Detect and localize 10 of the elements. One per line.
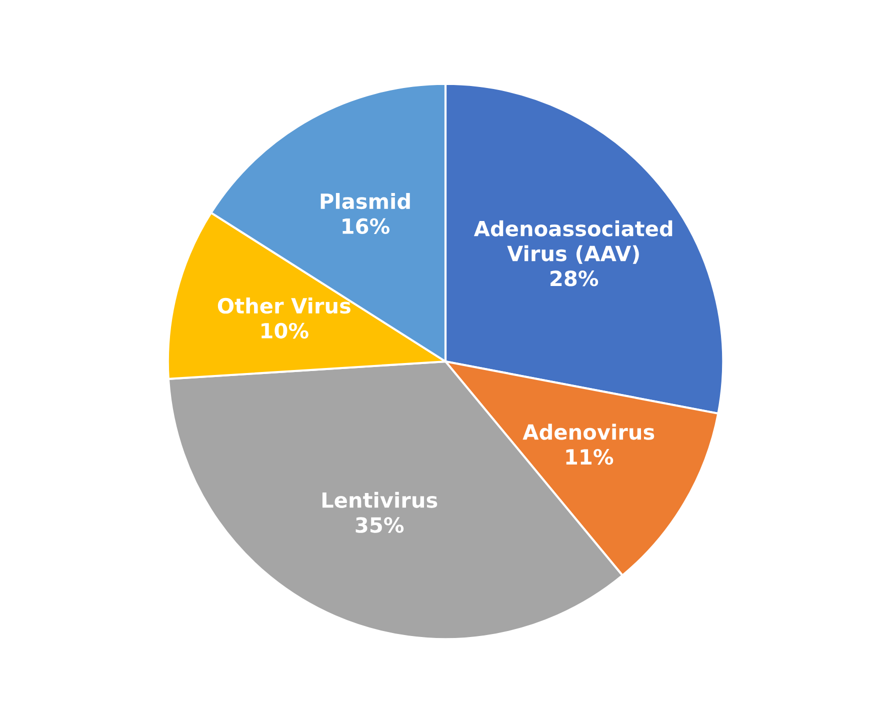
data-label: 10% bbox=[262, 322, 308, 339]
slice-label: Plasmid bbox=[320, 192, 410, 210]
slice-label: Lentivirus bbox=[322, 492, 438, 508]
data-label: 28% bbox=[550, 270, 598, 286]
data-label: 16% bbox=[342, 218, 390, 234]
slice-label: Other Virus bbox=[218, 298, 350, 314]
data-label: 35% bbox=[356, 517, 404, 533]
slice-label: Adenoassociated Virus (AAV) bbox=[474, 220, 672, 264]
data-label: 11% bbox=[566, 449, 614, 465]
slice-label: Adenovirus bbox=[522, 424, 654, 440]
